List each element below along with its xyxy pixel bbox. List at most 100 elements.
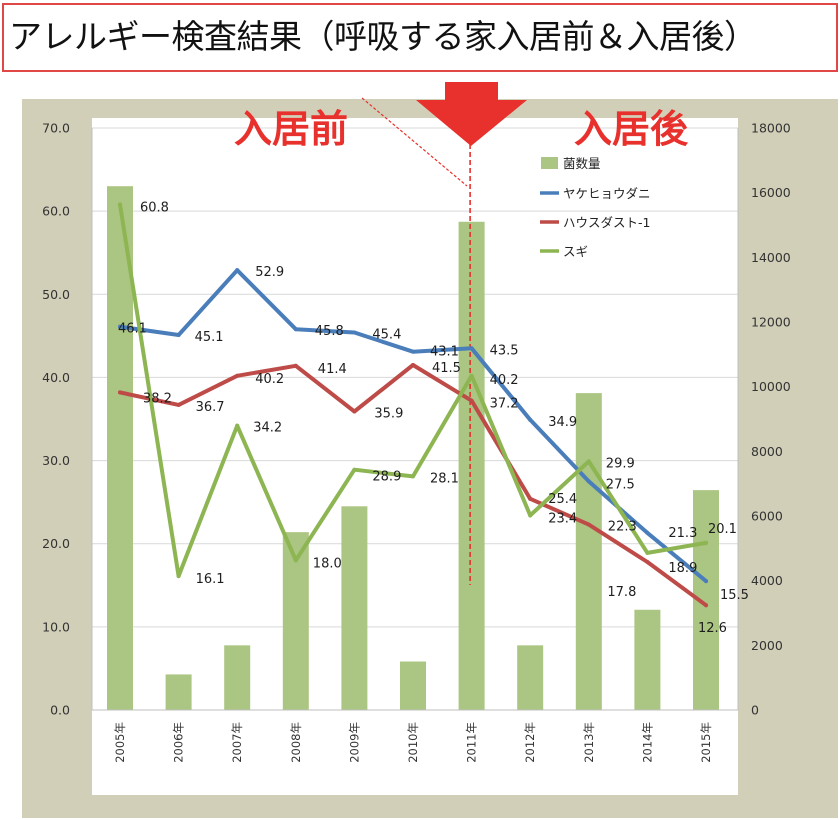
data-label-house-dust-2007: 40.2 [255,372,284,387]
data-label-house-dust-2005: 38.2 [143,391,172,406]
point-house-dust-2011 [469,398,474,403]
left-axis-tick-label: 10.0 [42,619,70,634]
legend-label: 菌数量 [563,156,601,171]
point-dust-mite-2007 [235,268,240,273]
legend-label: ヤケヒョウダニ [563,186,651,201]
left-axis-tick-label: 20.0 [42,536,70,551]
right-axis-tick-label: 16000 [751,185,791,200]
title-box: アレルギー検査結果（呼吸する家入居前＆入居後） [2,3,838,72]
data-label-cedar-pollen-2012: 23.4 [548,511,577,526]
point-dust-mite-2010 [411,349,415,354]
data-label-cedar-pollen-2007: 34.2 [253,421,282,436]
bar-bacteria-count-2009 [341,506,368,710]
data-label-house-dust-2012: 25.4 [548,492,577,507]
bar-bacteria-count-2005 [107,186,133,710]
point-dust-mite-2013 [586,479,591,484]
point-dust-mite-2009 [352,330,357,335]
legend-item-house-dust: ハウスダスト-1 [540,215,650,230]
data-label-dust-mite-2011: 43.5 [490,343,519,358]
left-axis-tick-label: 40.0 [42,370,70,385]
point-house-dust-2007 [235,373,240,378]
data-label-dust-mite-2009: 45.4 [372,328,401,343]
right-axis-tick-label: 8000 [751,444,783,459]
point-house-dust-2013 [586,522,591,527]
line-series-cedar-pollen [118,202,708,579]
data-label-cedar-pollen-2015: 20.1 [708,522,737,537]
x-axis-tick-label: 2014年 [640,722,654,763]
data-label-dust-mite-2015: 15.5 [720,588,749,603]
point-cedar-pollen-2011 [469,373,474,378]
point-house-dust-2005 [118,390,122,395]
bar-bacteria-count-2007 [224,645,251,710]
x-axis-tick-label: 2011年 [465,722,479,763]
legend-swatch [541,157,558,169]
data-label-house-dust-2013: 22.3 [608,520,637,535]
left-axis-tick-label: 70.0 [42,121,70,136]
x-axis-tick-label: 2008年 [289,722,303,763]
data-label-house-dust-2009: 35.9 [374,407,403,422]
point-house-dust-2008 [293,363,298,368]
point-cedar-pollen-2010 [411,474,415,479]
legend-item-cedar-pollen: スギ [540,244,588,259]
point-house-dust-2006 [176,402,181,407]
bar-series-bacteria-count [107,186,719,710]
point-dust-mite-2014 [645,530,650,535]
axes: 0.0 10.0 20.0 30.0 40.0 50.0 60.0 70.0 0 2000 4000… [42,121,791,763]
legend-label: スギ [563,244,588,259]
point-cedar-pollen-2007 [235,423,240,428]
point-house-dust-2015 [704,603,708,608]
point-cedar-pollen-2012 [528,513,533,518]
data-label-dust-mite-2013: 27.5 [606,477,635,492]
data-label-dust-mite-2008: 45.8 [315,324,344,339]
left-axis-tick-label: 30.0 [42,453,70,468]
x-axis-tick-label: 2013年 [582,722,596,763]
x-axis-tick-label: 2009年 [347,722,361,763]
left-axis-tick-label: 0.0 [50,703,70,718]
data-label-house-dust-2008: 41.4 [318,362,347,377]
point-dust-mite-2012 [528,417,533,422]
after-move-in-label: 入居後 [574,107,689,151]
data-label-cedar-pollen-2014: 18.9 [668,561,697,576]
point-house-dust-2014 [645,560,650,565]
data-label-cedar-pollen-2008: 18.0 [313,556,342,571]
data-label-dust-mite-2005: 46.1 [118,322,147,337]
chart-title: アレルギー検査結果（呼吸する家入居前＆入居後） [9,17,757,56]
data-label-cedar-pollen-2010: 28.1 [430,471,459,486]
line-series-dust-mite [118,268,708,584]
right-axis-tick-label: 12000 [751,315,791,330]
left-axis-tick-label: 60.0 [42,204,70,219]
bar-bacteria-count-2014 [634,609,661,710]
x-axis-tick-label: 2010年 [406,722,420,763]
point-house-dust-2009 [352,409,357,414]
point-cedar-pollen-2014 [645,550,650,555]
before-move-in-label: 入居前 [234,107,348,151]
data-label-dust-mite-2007: 52.9 [255,265,284,280]
line-series-house-dust [118,362,708,608]
legend-item-dust-mite: ヤケヒョウダニ [540,186,651,201]
data-label-cedar-pollen-2006: 16.1 [196,572,225,587]
right-axis-tick-label: 18000 [751,121,791,136]
data-label-cedar-pollen-2005: 60.8 [140,200,169,215]
data-label-dust-mite-2010: 43.1 [430,345,459,360]
right-axis-tick-label: 6000 [751,509,783,524]
x-axis-tick-label: 2006年 [172,722,186,763]
x-axis-tick-label: 2007年 [230,722,244,763]
point-cedar-pollen-2013 [586,459,591,464]
bar-bacteria-count-2011 [458,221,485,710]
right-axis-tick-label: 0 [751,703,759,718]
point-cedar-pollen-2006 [176,574,181,579]
x-axis-tick-label: 2005年 [113,722,127,763]
data-label-cedar-pollen-2009: 28.9 [372,470,401,485]
legend-label: ハウスダスト-1 [563,215,650,230]
right-axis-tick-label: 4000 [751,573,783,588]
data-labels: 46.1 45.1 52.9 45.8 45.4 43.1 43.5 34.9 27.5 21.3… [118,200,749,636]
down-arrow-icon [416,82,527,146]
bar-bacteria-count-2010 [400,661,426,710]
bar-bacteria-count-2013 [575,393,602,710]
legend-item-bacteria-count: 菌数量 [541,156,601,171]
data-label-house-dust-2006: 36.7 [196,400,225,415]
point-cedar-pollen-2008 [293,558,298,563]
point-dust-mite-2015 [704,579,708,584]
